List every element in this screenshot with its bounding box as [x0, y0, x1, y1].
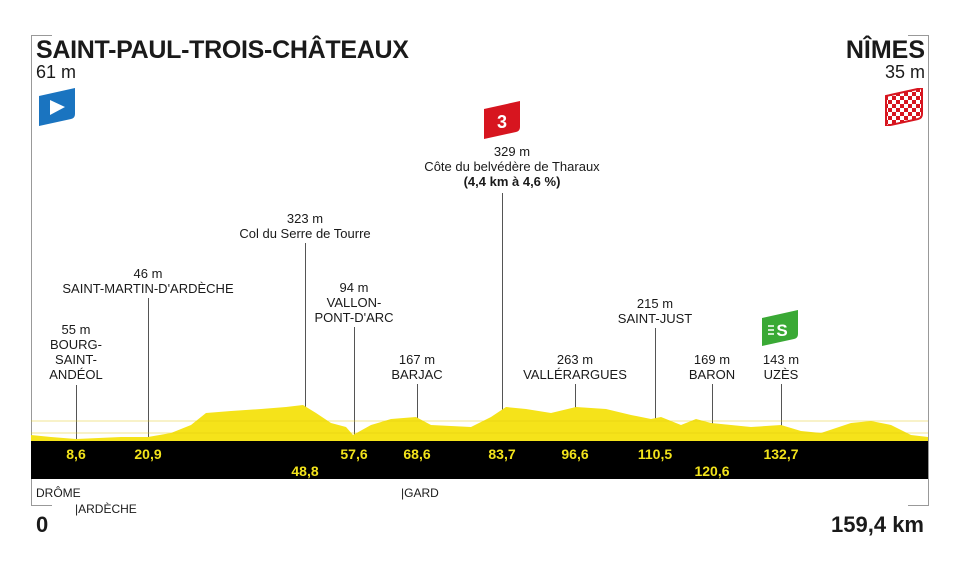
- km-marker: 120,6: [694, 463, 730, 479]
- climb-label: 329 m Côte du belvédère de Tharaux (4,4 …: [424, 144, 599, 189]
- km-marker: 8,6: [66, 446, 86, 462]
- frame-left: [31, 35, 52, 506]
- point-line: [354, 327, 355, 441]
- km-marker: 48,8: [291, 463, 319, 479]
- km-marker: 83,7: [488, 446, 516, 462]
- distance-total: 159,4 km: [831, 512, 924, 537]
- km-marker: 96,6: [561, 446, 589, 462]
- point-uzes: 143 m UZÈS: [762, 352, 800, 382]
- distance-start: 0: [36, 512, 49, 537]
- point-saint-just: 215 m SAINT-JUST: [617, 296, 693, 326]
- km-marker: 132,7: [763, 446, 799, 462]
- frame-right: [928, 35, 929, 505]
- point-line: [781, 384, 782, 441]
- climb-altitude: 329 m: [493, 144, 531, 159]
- km-marker: 68,6: [403, 446, 431, 462]
- frame-right-bottom: [908, 505, 929, 506]
- point-line: [148, 298, 149, 441]
- km-marker: 57,6: [340, 446, 368, 462]
- point-line: [76, 385, 77, 441]
- intermediate-sprint-icon: S: [762, 310, 798, 346]
- region-drome: DRÔME: [36, 486, 81, 500]
- point-vallerargues: 263 m VALLÉRARGUES: [523, 352, 627, 382]
- finish-town: NÎMES: [845, 36, 925, 64]
- finish-checkered-flag-icon: [885, 88, 923, 126]
- km-marker: 110,5: [637, 446, 673, 462]
- elevation-profile: [31, 405, 928, 442]
- climb-detail: (4,4 km à 4,6 %): [463, 174, 561, 189]
- point-line: [655, 328, 656, 441]
- start-altitude: 61 m: [36, 62, 77, 82]
- category-3-climb-icon: 3: [484, 101, 520, 139]
- start-town: SAINT-PAUL-TROIS-CHÂTEAUX: [36, 36, 409, 64]
- frame-right-top: [908, 35, 928, 36]
- point-barjac: 167 m BARJAC: [391, 352, 443, 382]
- point-saint-martin-dardeche: 46 m SAINT-MARTIN-D'ARDÈCHE: [62, 266, 234, 296]
- point-col-du-serre-de-tourre: 323 m Col du Serre de Tourre: [239, 211, 371, 241]
- point-bourg-saint-andeol: 55 m BOURG- SAINT- ANDÉOL: [49, 322, 103, 382]
- climb-line: [502, 193, 503, 441]
- point-baron: 169 m BARON: [688, 352, 736, 382]
- km-marker: 20,9: [134, 446, 162, 462]
- distance-band: [31, 441, 928, 479]
- finish-altitude: 35 m: [884, 62, 925, 82]
- climb-name: Côte du belvédère de Tharaux: [424, 159, 600, 174]
- point-line: [712, 384, 713, 441]
- svg-text:3: 3: [497, 112, 507, 132]
- point-line: [305, 243, 306, 441]
- point-line: [417, 384, 418, 441]
- point-vallon-pont-darc: 94 m VALLON- PONT-D'ARC: [314, 280, 394, 325]
- frame-left-bottom: [31, 505, 52, 506]
- start-flag-icon: [39, 88, 75, 126]
- region-ardeche: |ARDÈCHE: [75, 502, 137, 516]
- region-gard: |GARD: [401, 486, 439, 500]
- svg-text:S: S: [776, 321, 787, 340]
